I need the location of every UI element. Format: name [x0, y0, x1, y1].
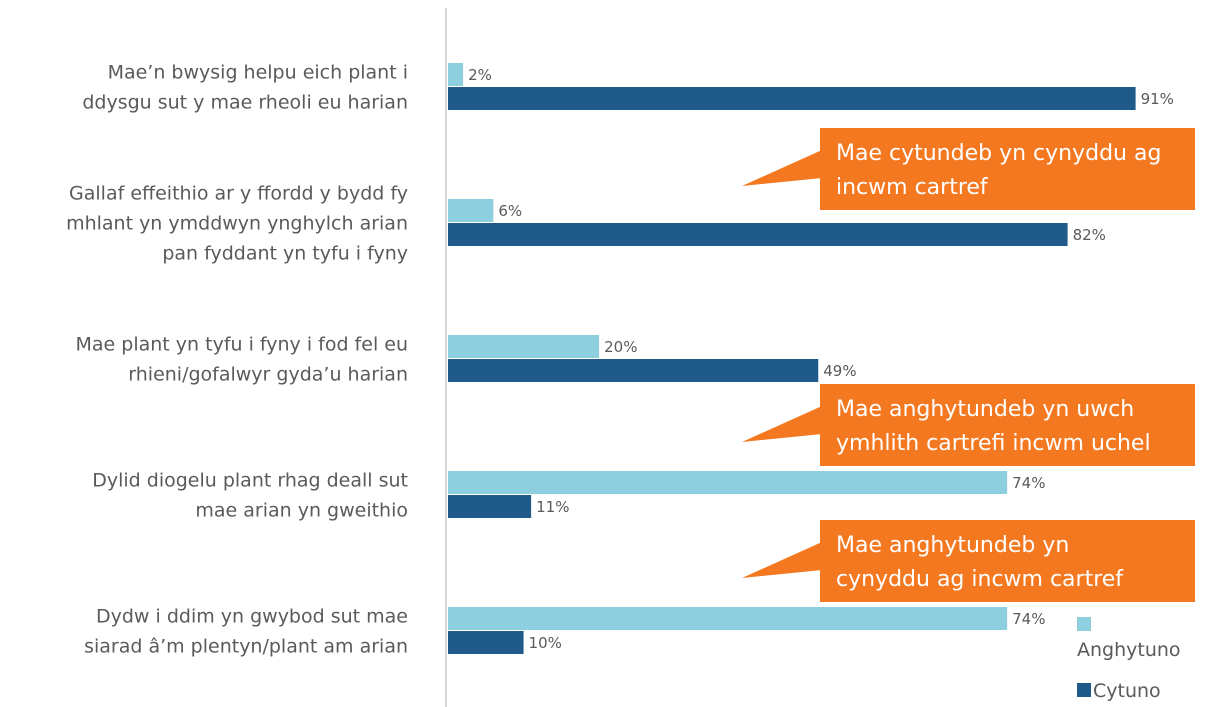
category-label-2-line-0: Mae plant yn tyfu i fyny i fod fel eu	[76, 334, 408, 356]
bar-cytuno-1	[448, 223, 1068, 246]
category-label-3-line-0: Dylid diogelu plant rhag deall sut	[92, 470, 408, 492]
callout-text-0-line-1: incwm cartref	[836, 175, 989, 200]
bar-cytuno-4	[448, 631, 524, 654]
bar-cytuno-0	[448, 87, 1136, 110]
category-label-2-line-1: rhieni/gofalwyr gyda’u harian	[128, 364, 408, 386]
category-label-4-line-1: siarad â’m plentyn/plant am arian	[84, 636, 408, 658]
bar-anghytuno-4	[448, 607, 1008, 630]
bar-anghytuno-3	[448, 471, 1008, 494]
callout-box-1	[820, 384, 1195, 466]
data-label-cytuno-0: 91%	[1141, 90, 1174, 108]
callout-pointer-1	[742, 406, 822, 442]
data-label-anghytuno-1: 6%	[498, 202, 522, 220]
legend-swatch-anghytuno	[1077, 617, 1091, 631]
callout-text-2-line-0: Mae anghytundeb yn	[836, 533, 1069, 558]
data-label-anghytuno-2: 20%	[604, 338, 637, 356]
category-label-0-line-1: ddysgu sut y mae rheoli eu harian	[82, 92, 408, 114]
data-label-cytuno-4: 10%	[529, 634, 562, 652]
bar-anghytuno-1	[448, 199, 494, 222]
category-label-0-line-0: Mae’n bwysig helpu eich plant i	[108, 62, 408, 84]
callout-box-0	[820, 128, 1195, 210]
category-label-4-line-0: Dydw i ddim yn gwybod sut mae	[96, 606, 408, 628]
category-label-1-line-0: Gallaf effeithio ar y ffordd y bydd fy	[69, 183, 408, 205]
data-label-anghytuno-0: 2%	[468, 66, 492, 84]
bar-anghytuno-0	[448, 63, 464, 86]
callout-text-1-line-1: ymhlith cartrefi incwm uchel	[836, 431, 1151, 456]
callout-text-2-line-1: cynyddu ag incwm cartref	[836, 567, 1124, 592]
data-label-cytuno-3: 11%	[536, 498, 569, 516]
category-label-1-line-1: mhlant yn ymddwyn ynghylch arian	[66, 213, 408, 235]
data-label-anghytuno-4: 74%	[1012, 610, 1045, 628]
data-label-cytuno-1: 82%	[1073, 226, 1106, 244]
legend-swatch-cytuno	[1077, 683, 1091, 697]
data-label-anghytuno-3: 74%	[1012, 474, 1045, 492]
legend-label-cytuno: Cytuno	[1093, 680, 1161, 702]
category-label-1-line-2: pan fyddant yn tyfu i fyny	[162, 243, 408, 265]
callout-text-1-line-0: Mae anghytundeb yn uwch	[836, 397, 1134, 422]
legend-label-anghytuno: Anghytuno	[1077, 639, 1181, 661]
bar-anghytuno-2	[448, 335, 600, 358]
data-label-cytuno-2: 49%	[823, 362, 856, 380]
callout-pointer-2	[742, 542, 822, 578]
bar-cytuno-2	[448, 359, 819, 382]
callout-box-2	[820, 520, 1195, 602]
callout-pointer-0	[742, 150, 822, 186]
category-label-3-line-1: mae arian yn gweithio	[195, 500, 408, 522]
bar-cytuno-3	[448, 495, 532, 518]
callout-text-0-line-0: Mae cytundeb yn cynyddu ag	[836, 141, 1161, 166]
